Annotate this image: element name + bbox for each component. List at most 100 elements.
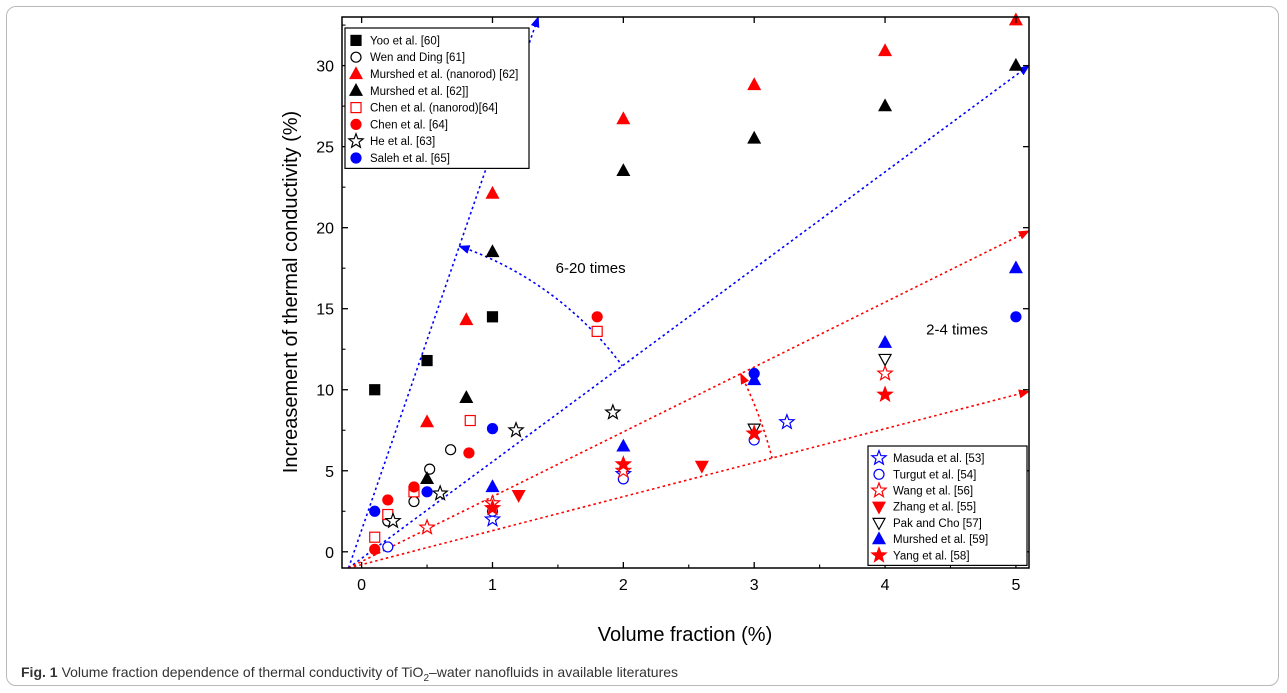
data-point [485,244,500,258]
series-murshed-et-al-62 [420,57,1023,484]
data-point [511,489,526,503]
data-point [745,424,763,441]
legend-marker [870,546,888,563]
x-tick-label: 4 [881,577,890,594]
legend-marker [348,83,364,96]
series-chen-et-al-nanorod-64 [369,325,603,543]
x-tick-label: 0 [357,577,366,594]
y-tick-label: 0 [325,545,334,562]
legend-marker [350,118,362,131]
legend-entry: Turgut et al. [54] [873,468,976,481]
legend-marker [870,448,888,466]
legend-marker [873,468,885,480]
data-point [464,414,476,427]
series-murshed-et-al-59 [485,260,1023,493]
legend-label: He et al. [63] [370,136,435,148]
data-point [382,494,394,506]
series-chen-et-al-64 [369,311,603,555]
x-tick-label: 2 [619,577,628,594]
annotation-1: 6-20 times [556,260,626,277]
figure-frame [6,6,1279,686]
data-point [591,311,603,323]
legend-entry: Chen et al. [64] [350,118,448,131]
legend-label: Saleh et al. [65] [370,153,450,165]
legend-entry: He et al. [63] [347,131,435,149]
legend-entry: Murshed et al. [59] [871,531,988,546]
legend-marker [350,34,362,47]
data-point [1010,311,1022,323]
data-point [408,481,420,493]
data-point [747,130,762,144]
plot-area-frame [341,16,1030,569]
data-point [878,43,893,57]
series-yoo-et-al-60 [369,311,499,396]
legend-marker [870,481,888,498]
legend-entry: Murshed et al. (nanorod) [62] [348,66,518,81]
legend-label: Masuda et al. [53] [893,453,984,465]
legend-label: Wen and Ding [61] [370,52,465,64]
series-he-et-al-63 [384,403,622,529]
legend-marker [350,51,362,63]
data-point [878,353,893,367]
data-point [616,438,631,452]
data-point [876,364,894,381]
data-point [382,541,394,553]
data-point [384,511,402,529]
figure-caption: Fig. 1 Volume fraction dependence of ther… [21,664,678,684]
data-point [604,403,622,420]
legend-entry: Chen et al. (nanorod)[64] [350,101,498,115]
data-point [876,385,894,403]
legend-entry: Yang et al. [58] [870,546,970,563]
x-tick-label: 1 [488,577,497,594]
legend-marker [871,531,887,545]
data-point [431,484,449,501]
data-point [459,390,474,403]
data-point [878,98,893,112]
legend-entry: Pak and Cho [57] [871,517,982,531]
legend-label: Murshed et al. [59] [893,534,988,546]
data-point [747,372,762,386]
data-point [369,384,381,396]
legend-label: Yang et al. [58] [893,550,970,562]
legend-label: Murshed et al. [62]] [370,86,468,98]
range-arc-1 [458,245,623,367]
scatter-chart: 6-20 times 2-4 times 0 1 2 3 4 5 0 5 10 15 20 25 30 V… [280,12,1031,646]
data-point [418,518,436,535]
legend-label: Pak and Cho [57] [893,518,982,530]
y-tick-label: 25 [316,140,334,157]
data-point [485,185,500,199]
data-point [408,495,420,508]
legend-bottom-right: Masuda et al. [53] Turgut et al. [54] Wang… [867,445,1028,567]
y-tick-label: 20 [316,221,334,238]
caption-label: Fig. 1 [21,664,58,680]
data-point [616,111,631,125]
data-point [459,312,474,326]
caption-text: Volume fraction dependence of thermal co… [61,664,424,680]
legend-marker [871,501,887,515]
data-point [778,412,796,430]
legend-entry: Saleh et al. [65] [350,152,450,165]
legend-label: Wang et al. [56] [893,486,973,498]
x-tick-label: 5 [1011,577,1020,594]
data-point [421,486,433,498]
legend-entry: Masuda et al. [53] [870,448,984,466]
legend-marker [350,152,362,164]
legend-box [867,445,1028,567]
data-point [485,479,500,493]
series-yang-et-al-58 [483,385,894,516]
data-point [507,421,525,438]
data-point [694,460,709,474]
legend-entry: Wen and Ding [61] [350,51,465,64]
legend-marker [871,517,887,531]
legend-entry: Murshed et al. [62]] [348,83,468,98]
legend-entry: Wang et al. [56] [870,481,973,498]
y-tick-label: 5 [325,464,334,481]
legend-label: Murshed et al. (nanorod) [62] [370,69,518,81]
data-point [420,414,435,428]
x-axis-label: Volume fraction (%) [598,624,773,646]
legend-label: Yoo et al. [60] [370,35,440,47]
data-point [1008,260,1023,274]
data-point [424,463,436,475]
series-zhang-et-al-55 [511,460,709,503]
series-pak-and-cho-57 [747,353,893,437]
